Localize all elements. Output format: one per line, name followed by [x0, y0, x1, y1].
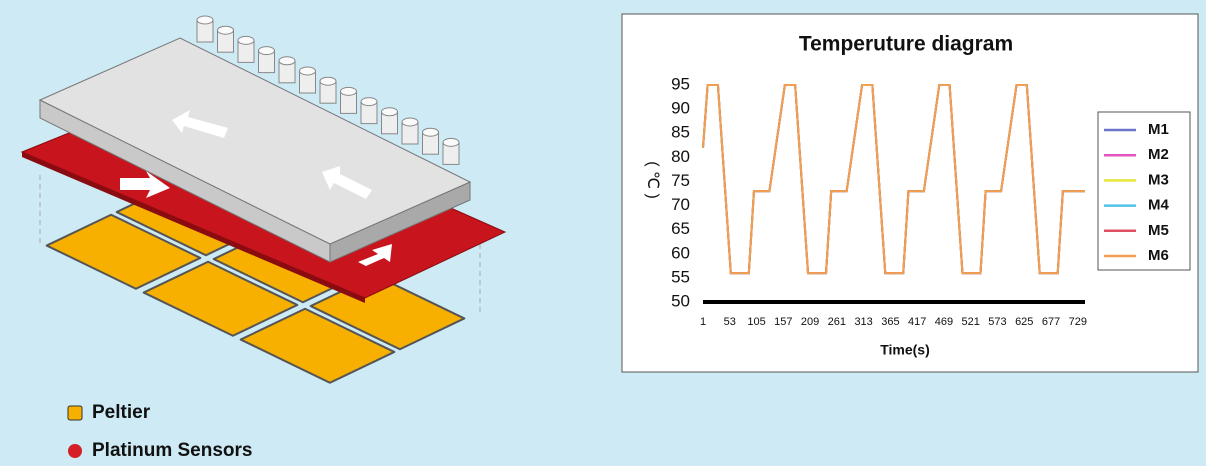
y-tick-label: 85	[671, 123, 690, 142]
legend-swatch	[68, 444, 82, 458]
legend-label: M5	[1148, 222, 1169, 239]
x-tick-label: 469	[935, 316, 953, 328]
heat-sink-fins	[196, 15, 460, 165]
fin-top	[258, 46, 275, 56]
x-tick-label: 105	[747, 316, 765, 328]
x-tick-label: 625	[1015, 316, 1033, 328]
legend-label: M1	[1148, 121, 1169, 138]
fin-top	[360, 97, 378, 107]
y-tick-label: 60	[671, 243, 690, 262]
chart: 50 55 60 65 70 75 80 85 90 95 1 53 105 157 209 261 313 36…	[671, 74, 1191, 328]
arrow	[172, 110, 228, 138]
x-tick-label: 521	[962, 316, 980, 328]
fin-top	[340, 86, 357, 96]
fin-top	[217, 25, 234, 35]
legend-label: M4	[1148, 197, 1169, 214]
fin-top	[278, 56, 296, 66]
arrow	[322, 166, 372, 199]
diagram-legend: Peltier Platinum Sensors	[67, 402, 253, 461]
y-tick-label: 65	[671, 219, 690, 238]
legend-label: M2	[1148, 146, 1169, 163]
x-tick-label: 313	[854, 316, 872, 328]
x-tick-label: 417	[908, 316, 926, 328]
device-diagram	[20, 15, 507, 384]
fin-top	[237, 35, 255, 45]
legend-label: Platinum Sensors	[92, 440, 253, 461]
y-tick-label: 95	[671, 74, 690, 93]
x-tick-label: 261	[828, 316, 846, 328]
fin-top	[442, 137, 460, 147]
x-tick-label: 209	[801, 316, 819, 328]
sensor-plate-edge	[22, 152, 365, 303]
y-tick-label: 90	[671, 99, 690, 118]
x-axis-label: Time(s)	[880, 342, 930, 358]
fin-top	[319, 76, 337, 86]
fin-top	[196, 15, 214, 25]
arrow	[358, 244, 392, 266]
peltier-tile	[45, 213, 202, 290]
x-tick-label: 573	[988, 316, 1006, 328]
y-tick-label: 55	[671, 267, 690, 286]
fin-top	[299, 66, 316, 76]
x-tick-label: 1	[700, 316, 706, 328]
series-line	[702, 84, 1085, 275]
peltier-tile	[142, 260, 299, 337]
y-axis-label: ( ℃ )	[644, 161, 661, 199]
fin-top	[401, 117, 419, 127]
chart-title: Temperuture diagram	[799, 33, 1013, 56]
peltier-tile	[239, 307, 396, 384]
x-tick-label: 365	[881, 316, 899, 328]
x-tick-label: 53	[724, 316, 736, 328]
x-tick-label: 729	[1069, 316, 1087, 328]
legend-label: M6	[1148, 247, 1169, 264]
y-tick-label: 70	[671, 195, 690, 214]
y-tick-label: 75	[671, 171, 690, 190]
legend-swatch	[67, 405, 83, 421]
legend-box	[1097, 111, 1191, 271]
arrows	[120, 110, 392, 266]
x-tick-label: 677	[1042, 316, 1060, 328]
y-tick-label: 80	[671, 147, 690, 166]
arrow	[120, 171, 170, 198]
legend-label: Peltier	[92, 402, 151, 423]
fin-top	[422, 127, 439, 137]
x-tick-label: 157	[774, 316, 792, 328]
legend-label: M3	[1148, 171, 1169, 188]
fin-top	[381, 107, 398, 117]
y-tick-label: 50	[671, 291, 690, 310]
